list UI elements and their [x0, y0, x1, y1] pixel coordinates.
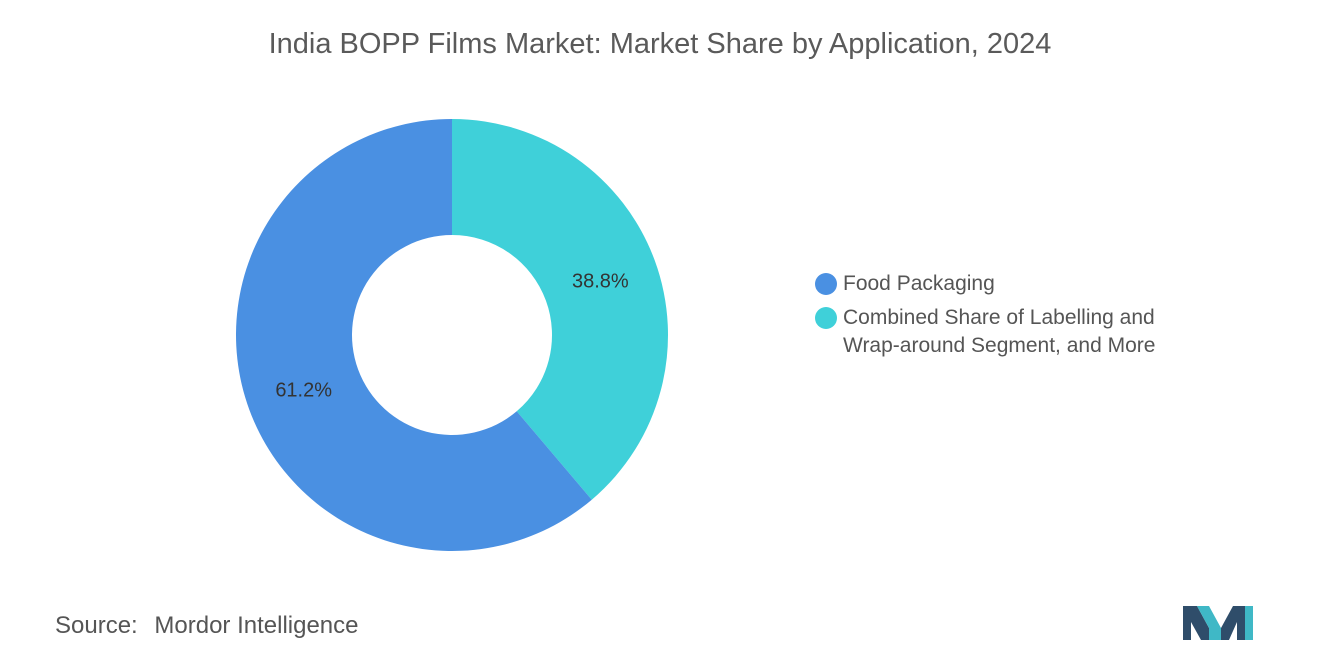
source-name: Mordor Intelligence	[154, 612, 359, 639]
donut-slice-combined-share[interactable]	[452, 119, 668, 500]
chart-legend: Food Packaging Combined Share of Labelli…	[815, 270, 1235, 366]
source-note: Source: Mordor Intelligence	[55, 612, 359, 640]
legend-label-combined-share: Combined Share of Labelling and Wrap-aro…	[843, 304, 1155, 360]
mordor-intelligence-logo-icon	[1183, 606, 1253, 640]
source-prefix: Source:	[55, 612, 138, 639]
slice-label-combined-share: 38.8%	[572, 271, 629, 293]
legend-label-combined-share-line1: Combined Share of Labelling and	[843, 306, 1155, 329]
donut-slice-food-packaging[interactable]	[235, 119, 592, 551]
chart-title: India BOPP Films Market: Market Share by…	[268, 28, 1052, 60]
legend-label-food-packaging: Food Packaging	[843, 272, 995, 295]
legend-swatch-combined-share	[815, 307, 837, 329]
slice-label-food-packaging: 61.2%	[275, 379, 332, 401]
legend-item-food-packaging[interactable]: Food Packaging	[815, 270, 1235, 298]
legend-label-combined-share-line2: Wrap-around Segment, and More	[843, 334, 1156, 357]
legend-swatch-food-packaging	[815, 273, 837, 295]
legend-item-combined-share[interactable]: Combined Share of Labelling and Wrap-aro…	[815, 304, 1235, 360]
